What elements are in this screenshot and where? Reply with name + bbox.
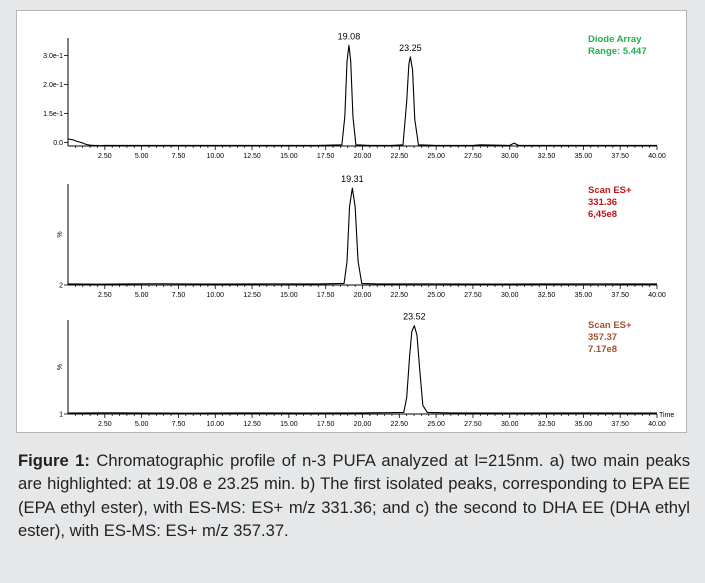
x-tick-label: 17.50 <box>317 421 335 428</box>
legend-line: 6,45e8 <box>588 209 617 220</box>
x-tick-label: 40.00 <box>648 292 666 299</box>
x-tick-label: 27.50 <box>464 421 482 428</box>
x-axis-label: Time <box>659 412 674 419</box>
y-axis-label: % <box>57 364 64 370</box>
x-tick-label: 10.00 <box>206 421 224 428</box>
x-tick-label: 22.50 <box>391 292 409 299</box>
figure-caption-label: Figure 1: <box>18 451 90 470</box>
legend-line: Range: 5.447 <box>588 46 647 57</box>
series-line <box>67 187 658 285</box>
x-tick-label: 10.00 <box>206 153 224 160</box>
series-line <box>67 44 657 147</box>
x-tick-label: 37.50 <box>611 153 629 160</box>
x-tick-label: 2.50 <box>98 153 112 160</box>
x-tick-label: 25.00 <box>427 153 445 160</box>
x-tick-label: 35.00 <box>575 421 593 428</box>
x-tick-label: 25.00 <box>427 421 445 428</box>
legend-line: 331.36 <box>588 197 617 208</box>
x-tick-label: 7.50 <box>172 153 186 160</box>
peak-label: 19.31 <box>341 174 364 184</box>
legend-line: Diode Array <box>588 34 642 45</box>
x-tick-label: 27.50 <box>464 292 482 299</box>
x-tick-label: 12.50 <box>243 153 261 160</box>
x-tick-label: 5.00 <box>135 153 149 160</box>
y-tick-label: 1 <box>59 412 63 419</box>
x-tick-label: 15.00 <box>280 153 298 160</box>
x-tick-label: 32.50 <box>538 153 556 160</box>
x-tick-label: 5.00 <box>135 421 149 428</box>
x-tick-label: 7.50 <box>172 421 186 428</box>
x-tick-label: 22.50 <box>391 153 409 160</box>
legend-line: Scan ES+ <box>588 185 632 196</box>
peak-label: 23.25 <box>399 43 422 53</box>
x-tick-label: 17.50 <box>317 292 335 299</box>
y-tick-label: 3.0e-1 <box>43 53 63 60</box>
x-tick-label: 2.50 <box>98 421 112 428</box>
series-line <box>67 325 658 414</box>
x-tick-label: 20.00 <box>354 292 372 299</box>
x-tick-label: 5.00 <box>135 292 149 299</box>
y-tick-label: 1.5e-1 <box>43 111 63 118</box>
peak-label: 23.52 <box>403 312 426 322</box>
x-tick-label: 35.00 <box>575 292 593 299</box>
x-tick-label: 30.00 <box>501 153 519 160</box>
x-tick-label: 40.00 <box>648 153 666 160</box>
x-tick-label: 25.00 <box>427 292 445 299</box>
x-tick-label: 12.50 <box>243 292 261 299</box>
x-tick-label: 27.50 <box>464 153 482 160</box>
x-tick-label: 30.00 <box>501 292 519 299</box>
x-tick-label: 32.50 <box>538 421 556 428</box>
x-tick-label: 20.00 <box>354 153 372 160</box>
x-tick-label: 7.50 <box>172 292 186 299</box>
figure-caption-text: Chromatographic profile of n-3 PUFA anal… <box>18 451 690 541</box>
x-tick-label: 17.50 <box>317 153 335 160</box>
x-tick-label: 22.50 <box>391 421 409 428</box>
y-axis-label: % <box>57 231 64 237</box>
y-tick-label: 0.0 <box>53 140 63 147</box>
legend-line: 357.37 <box>588 332 617 343</box>
x-tick-label: 15.00 <box>280 292 298 299</box>
y-tick-label: 2 <box>59 283 63 290</box>
x-tick-label: 40.00 <box>648 421 666 428</box>
x-tick-label: 20.00 <box>354 421 372 428</box>
legend-line: 7.17e8 <box>588 344 617 355</box>
x-tick-label: 32.50 <box>538 292 556 299</box>
x-tick-label: 15.00 <box>280 421 298 428</box>
x-tick-label: 37.50 <box>611 292 629 299</box>
y-tick-label: 2.0e-1 <box>43 82 63 89</box>
x-tick-label: 10.00 <box>206 292 224 299</box>
x-tick-label: 30.00 <box>501 421 519 428</box>
x-tick-label: 2.50 <box>98 292 112 299</box>
chromatogram-panels: 2.50 5.00 7.50 10.00 12.50 15.00 17.50 20.00 22.… <box>43 31 674 428</box>
x-tick-label: 37.50 <box>611 421 629 428</box>
legend-line: Scan ES+ <box>588 320 632 331</box>
x-tick-label: 35.00 <box>575 153 593 160</box>
x-tick-label: 12.50 <box>243 421 261 428</box>
figure-caption: Figure 1: Chromatographic profile of n-3… <box>18 449 690 543</box>
peak-label: 19.08 <box>338 31 361 41</box>
